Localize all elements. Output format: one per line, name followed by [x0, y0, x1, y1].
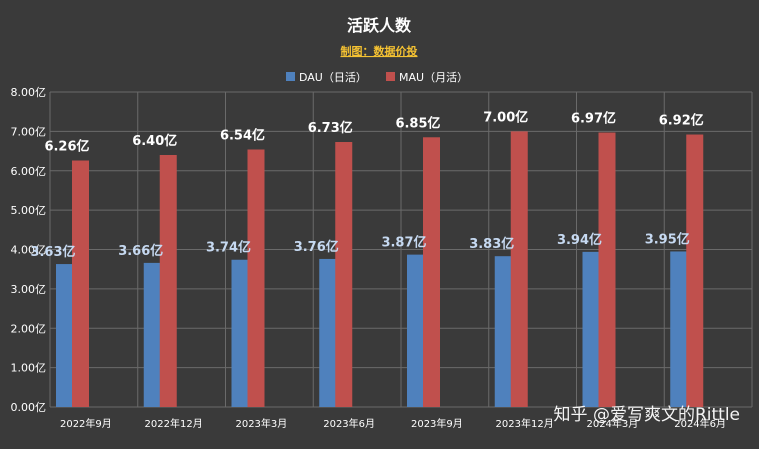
- watermark: 知乎 @爱写爽文的Rittle: [554, 405, 740, 425]
- y-tick-label: 6.00亿: [11, 165, 47, 178]
- data-label-mau: 6.97亿: [571, 111, 616, 127]
- x-tick-label: 2023年12月: [496, 417, 554, 430]
- x-tick-label: 2022年9月: [60, 417, 112, 430]
- x-tick-label: 2024年3月: [586, 417, 638, 430]
- legend-label-dau: DAU（日活）: [299, 71, 367, 84]
- bar-dau: [582, 251, 600, 407]
- bar-mau: [335, 142, 353, 407]
- bar-mau: [510, 131, 528, 407]
- x-tick-label: 2023年6月: [323, 417, 375, 430]
- data-label-dau: 3.63亿: [30, 244, 75, 260]
- data-label-dau: 3.94亿: [557, 232, 602, 248]
- y-tick-label: 3.00亿: [11, 283, 47, 296]
- data-label-dau: 3.74亿: [206, 240, 251, 256]
- bar-dau: [231, 259, 249, 407]
- y-tick-label: 5.00亿: [11, 204, 47, 217]
- data-label-mau: 7.00亿: [483, 109, 528, 125]
- data-labels: 6.26亿 3.63亿 6.40亿 3.66亿 6.54亿 3.74亿 6.73亿 3.76亿…: [30, 109, 703, 260]
- y-tick-label: 7.00亿: [11, 125, 47, 138]
- chart-title: 活跃人数: [347, 16, 412, 35]
- data-label-mau: 6.26亿: [44, 139, 89, 155]
- y-tick-label: 4.00亿: [11, 244, 47, 257]
- data-label-mau: 6.54亿: [220, 127, 265, 143]
- chart-subtitle: 制图：数据价投: [341, 44, 418, 58]
- legend-label-mau: MAU（月活）: [399, 71, 468, 84]
- x-tick-label: 2022年12月: [145, 417, 203, 430]
- data-label-mau: 6.40亿: [132, 133, 177, 149]
- y-tick-label: 8.00亿: [11, 86, 47, 99]
- bar-dau: [670, 251, 688, 407]
- x-axis: 2022年9月 2022年12月 2023年3月 2023年6月 2023年9月 2023…: [60, 417, 726, 430]
- y-tick-label: 0.00亿: [11, 401, 47, 414]
- x-tick-label: 2024年6月: [674, 417, 726, 430]
- y-tick-label: 2.00亿: [11, 322, 47, 335]
- bars: [56, 131, 704, 408]
- legend-swatch-mau: [386, 72, 395, 81]
- bar-mau: [598, 132, 616, 407]
- bar-mau: [423, 137, 440, 407]
- legend-swatch-dau: [286, 72, 295, 81]
- bar-mau: [159, 155, 177, 407]
- bar-mau: [72, 160, 89, 407]
- data-label-dau: 3.83亿: [469, 236, 514, 252]
- data-label-dau: 3.66亿: [118, 243, 163, 259]
- x-tick-label: 2023年9月: [411, 417, 463, 430]
- bar-mau: [686, 134, 704, 407]
- data-label-mau: 6.92亿: [659, 113, 704, 129]
- bar-dau: [319, 258, 337, 407]
- bar-dau: [407, 254, 424, 407]
- data-label-mau: 6.73亿: [308, 120, 353, 136]
- y-tick-label: 1.00亿: [11, 362, 47, 375]
- bar-dau: [494, 256, 512, 407]
- y-axis: 0.00亿 1.00亿 2.00亿 3.00亿 4.00亿 5.00亿 6.00亿 7.00亿…: [11, 86, 47, 414]
- bar-mau: [247, 149, 265, 408]
- data-label-dau: 3.76亿: [294, 239, 339, 255]
- legend: DAU（日活） MAU（月活）: [286, 71, 468, 84]
- data-label-mau: 6.85亿: [395, 115, 440, 131]
- bar-dau: [143, 262, 161, 407]
- bar-dau: [56, 264, 73, 407]
- data-label-dau: 3.87亿: [381, 235, 426, 251]
- x-tick-label: 2023年3月: [235, 417, 287, 430]
- data-label-dau: 3.95亿: [645, 231, 690, 247]
